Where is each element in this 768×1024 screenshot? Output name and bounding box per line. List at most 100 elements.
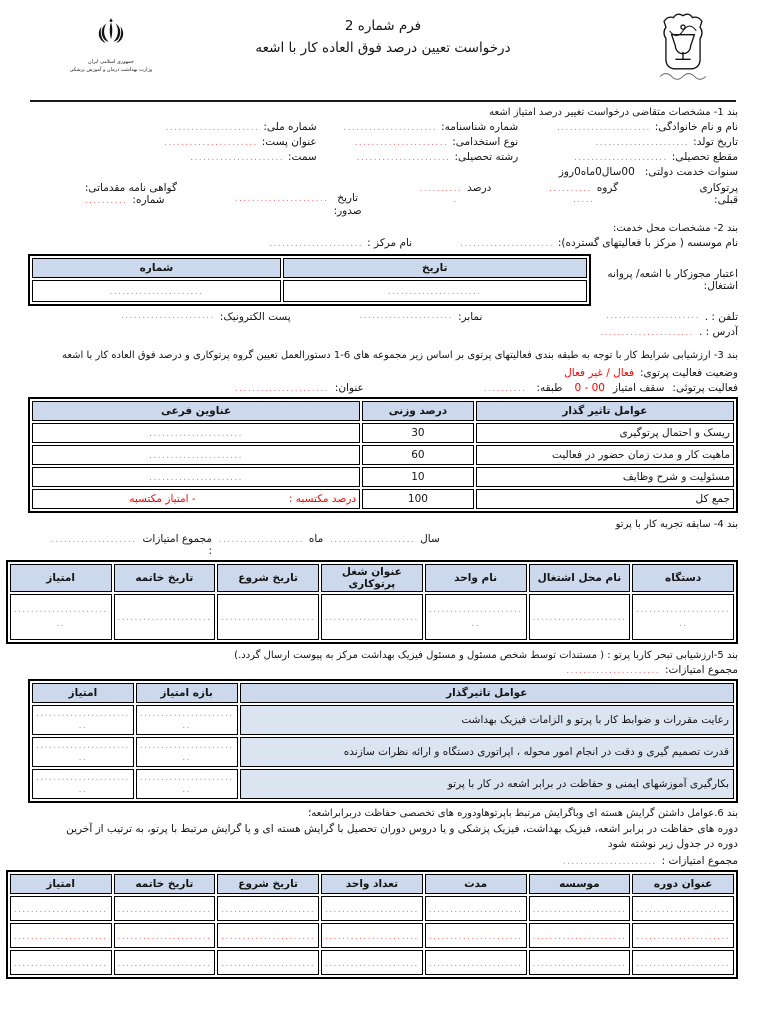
blank-dotted-field: .. [678, 619, 688, 629]
blank-dotted-field: ..... [573, 195, 595, 205]
field-label-total-points: مجموع امتیازات: [665, 664, 738, 676]
blank-dotted-field: ...................... [234, 194, 329, 204]
table-row: ........................ ...............… [9, 594, 734, 640]
t4-header-score-range: بازه امتیاز [135, 683, 238, 703]
field-label-group: گروه [596, 182, 619, 194]
field-label-full-name: نام و نام خانوادگی: [654, 121, 738, 133]
section-6: بند 6.عوامل داشتن گرایش هسته ای وباگرایش… [5, 808, 738, 980]
s4-summary-row: سال ...................... ماه .........… [49, 533, 440, 557]
percent-field: درصد.......... . [420, 182, 492, 205]
blank-dotted-field: .......... [549, 184, 592, 194]
s5-total-row: مجموع امتیازات: ...................... [28, 664, 738, 676]
license-table-header-date: تاریخ [282, 258, 587, 278]
field-label-major: رشته تحصیلی: [454, 151, 519, 163]
blank-dotted-field: .. [182, 721, 191, 731]
blank-dotted-field: ...................... [532, 931, 627, 942]
blank-dotted-field: ...................... [235, 384, 329, 394]
blank-dotted-field: ...................... [325, 613, 419, 623]
table-row: بکارگیری آموزشهای ایمنی و حفاظت در برابر… [32, 769, 734, 799]
s1-previous-radiation-row: پرتوکاری قبلی: گروه.......... ..... درصد… [85, 182, 738, 217]
blank-dotted-field: .......... [419, 184, 463, 194]
field-label-national-id: شماره ملی: [263, 121, 317, 133]
field-label-radiation-status: وضعیت فعالیت پرتوی: [640, 367, 738, 379]
form-titles: فرم شماره 2 درخواست تعیین درصد فوق العاد… [28, 18, 738, 56]
blank-dotted-field: ...................... [221, 613, 315, 623]
blank-dotted-field: ...................... [221, 931, 315, 942]
total-weight-cell: 100 [362, 489, 474, 509]
blank-dotted-field: ...................... [117, 931, 212, 942]
field-label-total-points: مجموع امتیازات : [661, 855, 738, 868]
blank-dotted-field: ...................... [13, 958, 108, 969]
t3-header-score: امتیاز [9, 564, 112, 592]
s3-status-row: وضعیت فعالیت پرتوی: فعال / غیر فعال [28, 367, 738, 379]
blank-dotted-field: ...................... [532, 904, 627, 915]
section-5: بند 5-ارزشیابی تبحر کاربا پرتو : ( مستند… [28, 650, 738, 803]
field-label-issue-date-2: صدور: [333, 205, 362, 217]
work-experience-table: دستگاه نام محل اشتغال نام واحد عنوان شغل… [5, 560, 738, 644]
field-label-fax: نمابر: [457, 311, 483, 323]
field-label-total-points: مجموع امتیازات : [142, 533, 212, 557]
t5-header-end-date: تاریخ خاتمه [113, 874, 216, 895]
table-row: ...................... .................… [9, 923, 734, 949]
blank-dotted-field: .. [78, 753, 88, 763]
blank-dotted-field: ...................... [460, 239, 554, 249]
s2-institute-row: نام موسسه ( مرکز با فعالیتهای گسترده): .… [28, 237, 738, 249]
field-label-telephone: تلفن : . [704, 311, 738, 323]
form-main-title: درخواست تعیین درصد فوق العاده کار با اشع… [255, 40, 511, 56]
blank-dotted-field: ...................... [36, 709, 130, 719]
blank-dotted-field: ...................... [532, 958, 627, 969]
blank-dotted-field: ...................... [595, 138, 690, 148]
header-divider [30, 100, 736, 102]
blank-dotted-field: ...................... [13, 904, 108, 915]
factor-cell: قدرت تصمیم گیری و دقت در انجام امور محول… [239, 737, 734, 767]
blank-dotted-field: ...................... [121, 311, 215, 321]
license-table-header-number: شماره [32, 258, 281, 278]
s1-service-row: سنوات خدمت دولتی: 00سال0ماه0روز [28, 166, 738, 178]
blank-dotted-field: ...................... [359, 311, 453, 321]
blank-dotted-field: .. [56, 619, 65, 629]
t5-header-duration: مدت [424, 874, 527, 895]
section-3: بند 3- ارزشیابی شرایط کار با توجه به طبق… [28, 348, 738, 513]
s1-row-3: مقطع تحصیلی:...................... رشته … [127, 151, 738, 163]
gained-score-label: - امتیاز مکتسبه [129, 493, 196, 505]
field-label-email: پست الکترونیک: [219, 311, 291, 323]
section-2-title: بند 2- مشخصات محل خدمت: [613, 223, 738, 234]
s2-contact-row: تلفن : ....................... نمابر:...… [99, 311, 738, 323]
t2-header-factor: عوامل تاثیر گذار [475, 401, 734, 421]
blank-dotted-field: ...................... [557, 123, 651, 133]
blank-dotted-field: ...................... [328, 535, 416, 545]
field-label-address: آدرس : . [698, 326, 738, 338]
t5-header-units: تعداد واحد [321, 874, 423, 895]
table-row: رعایت مقررات و ضوابط کار با پرتو و الزام… [32, 705, 734, 735]
section-2: بند 2- مشخصات محل خدمت: نام موسسه ( مرکز… [28, 223, 738, 338]
blank-dotted-field: ...................... [636, 605, 730, 615]
field-label-score-cap: سقف امتیاز [612, 382, 665, 394]
blank-dotted-field: ...................... [117, 904, 212, 915]
field-label-center-name: نام مرکز : [367, 237, 413, 249]
weight-cell: 60 [362, 445, 474, 465]
blank-dotted-field: ...................... [117, 613, 212, 623]
s2-license-row: اعتبار مجوزکار با اشعه/ پروانه اشتغال: ت… [28, 252, 738, 308]
t5-header-course-title: عنوان دوره [632, 874, 734, 895]
blank-dotted-field: ...................... [428, 958, 523, 969]
t5-header-institute: موسسه [528, 874, 631, 895]
blank-dotted-field: ...................... [49, 535, 137, 545]
blank-dotted-field: ...................... [221, 958, 315, 969]
gained-percent-label: درصد مکتسبه : [288, 493, 357, 505]
field-label-year: سال [420, 533, 440, 545]
field-label-employment-type: نوع استخدامی: [452, 136, 519, 148]
group-field: گروه.......... ..... [549, 182, 618, 205]
blank-dotted-field: ...................... [13, 931, 108, 942]
blank-dotted-field: ...................... [269, 239, 364, 249]
section-3-title: بند 3- ارزشیابی شرایط کار با توجه به طبق… [61, 350, 738, 361]
factor-cell: مسئولیت و شرح وظایف [475, 467, 734, 487]
table-row: ...................... .................… [9, 896, 734, 922]
blank-dotted-field: ...................... [574, 153, 668, 163]
blank-dotted-field: .......... [84, 196, 128, 206]
section-6-body-text: دوره های حفاظت در برابر اشعه، فیزیک بهدا… [66, 823, 738, 851]
blank-dotted-field: .......... [483, 384, 527, 394]
blank-dotted-field: .. [471, 619, 480, 629]
gov-service-value: 00سال0ماه0روز [558, 166, 635, 178]
form-number-title: فرم شماره 2 [344, 18, 422, 34]
field-label-issue-date-1: تاریخ [337, 192, 359, 204]
